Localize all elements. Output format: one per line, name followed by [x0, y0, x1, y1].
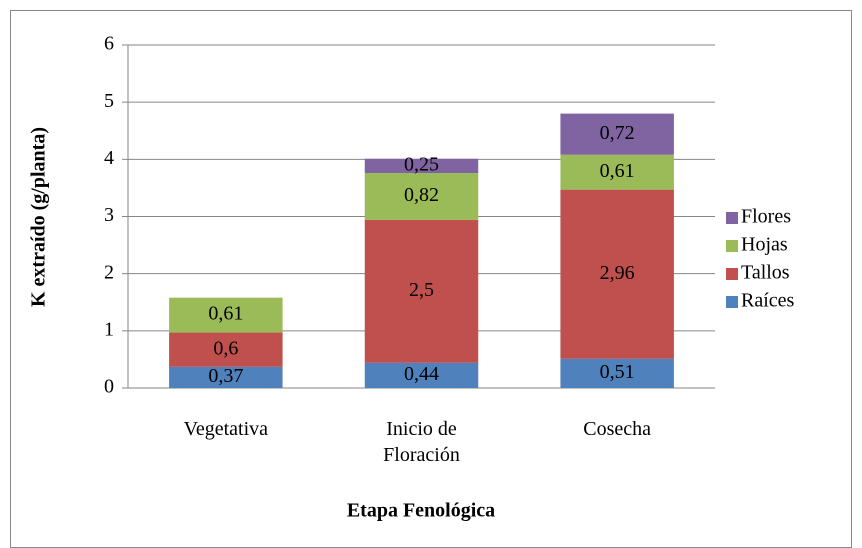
y-tick-label: 1: [104, 318, 114, 340]
y-tick-label: 5: [104, 90, 114, 112]
legend-swatch: [726, 212, 738, 224]
bar-segment: [169, 297, 283, 333]
legend-swatch: [726, 240, 738, 252]
bar-segment: [560, 358, 674, 388]
y-tick-label: 3: [104, 204, 114, 226]
data-label: 0,44: [404, 363, 439, 385]
x-tick-label: Cosecha: [583, 418, 652, 440]
data-label: 0,61: [600, 160, 635, 182]
data-label: 2,96: [600, 262, 635, 284]
x-axis-title: Etapa Fenológica: [347, 500, 495, 522]
bar-segment: [169, 332, 283, 367]
data-label: 0,51: [600, 361, 635, 383]
data-label: 0,82: [404, 184, 439, 206]
bar-segment: [560, 189, 674, 359]
data-label: 0,37: [208, 365, 243, 387]
bar-segment: [560, 154, 674, 190]
y-axis-title: K extraído (g/planta): [28, 127, 50, 307]
data-label: 0,72: [600, 122, 635, 144]
legend-label: Raíces: [741, 290, 795, 312]
x-tick-label: Inicio de Floración: [383, 418, 460, 466]
bar-segment: [364, 362, 479, 388]
x-tick-label: Vegetativa: [183, 418, 269, 440]
data-label: 0,61: [208, 303, 243, 325]
legend-label: Tallos: [741, 262, 790, 284]
y-tick-label: 6: [104, 33, 114, 55]
y-tick-label: 2: [104, 261, 114, 283]
legend-label: Flores: [741, 206, 791, 228]
data-label: 2,5: [409, 279, 434, 301]
data-label: 0,25: [404, 154, 439, 176]
bar-segment: [364, 158, 479, 174]
data-label: 0,6: [213, 337, 238, 359]
bar-segment: [364, 219, 479, 363]
bar-segment: [364, 173, 479, 220]
y-tick-label: 4: [104, 147, 114, 169]
legend-swatch: [726, 268, 738, 280]
bar-segment: [560, 113, 674, 155]
y-tick-label: 0: [104, 376, 114, 398]
legend-swatch: [726, 296, 738, 308]
bar-segment: [169, 366, 283, 388]
legend-label: Hojas: [741, 234, 788, 256]
